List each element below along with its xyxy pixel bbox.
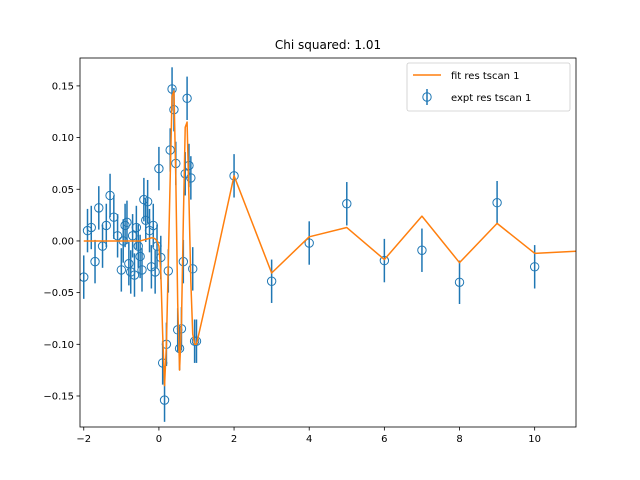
y-tick-label: 0.15 <box>52 81 74 92</box>
data-point <box>154 146 164 191</box>
data-point <box>188 247 198 291</box>
data-marker <box>304 238 314 248</box>
axes-frame <box>79 57 577 428</box>
data-marker <box>186 173 196 183</box>
data-marker <box>191 336 202 346</box>
data-point <box>101 203 112 248</box>
x-tick-label: 0 <box>156 434 162 445</box>
x-tick-label: 2 <box>231 434 237 445</box>
x-tick-label: 10 <box>528 434 541 445</box>
y-tick-label: −0.10 <box>43 340 74 351</box>
data-point <box>182 76 192 121</box>
chart-title: Chi squared: 1.01 <box>275 38 381 52</box>
legend-errorbar-swatch <box>422 89 432 105</box>
data-marker <box>529 262 540 272</box>
data-point <box>127 214 138 258</box>
data-marker <box>131 222 142 233</box>
x-tick-label: 8 <box>456 434 462 445</box>
data-marker <box>454 277 465 287</box>
y-tick-label: 0.10 <box>52 133 74 144</box>
data-point <box>266 259 277 303</box>
data-marker <box>80 272 89 282</box>
x-tick-label: 6 <box>381 434 387 445</box>
x-tick-label: 4 <box>306 434 312 445</box>
data-marker <box>122 217 132 228</box>
data-point <box>186 156 196 200</box>
data-marker <box>492 198 502 208</box>
legend-label-fit: fit res tscan 1 <box>451 71 519 82</box>
data-point <box>133 224 143 268</box>
data-point <box>417 228 427 272</box>
data-point <box>492 181 502 225</box>
y-tick-label: 0.00 <box>52 236 74 247</box>
data-point <box>112 214 123 258</box>
x-axis: −2 0 2 4 6 8 10 <box>76 427 541 445</box>
data-marker <box>116 265 127 275</box>
data-marker <box>133 241 143 251</box>
data-point <box>146 245 157 289</box>
fit-line <box>83 90 576 387</box>
data-point <box>80 255 89 299</box>
data-point <box>137 248 147 292</box>
data-point <box>150 250 160 294</box>
y-tick-label: 0.05 <box>52 185 74 196</box>
data-marker <box>342 199 352 209</box>
data-marker <box>150 267 160 277</box>
data-marker <box>167 84 177 94</box>
plot-area <box>80 67 576 422</box>
data-point <box>109 195 119 239</box>
data-marker <box>137 265 147 275</box>
data-marker <box>229 171 239 181</box>
data-point <box>116 248 127 292</box>
data-marker <box>135 251 145 262</box>
data-marker <box>120 220 130 231</box>
y-tick-label: −0.15 <box>43 391 74 402</box>
data-point <box>105 173 115 218</box>
data-marker <box>101 220 112 231</box>
data-marker <box>94 203 104 213</box>
data-point <box>120 203 130 248</box>
data-point <box>90 239 100 284</box>
data-marker <box>86 222 96 233</box>
data-point <box>82 208 93 253</box>
data-marker <box>266 276 277 286</box>
data-point <box>342 182 352 226</box>
data-point <box>126 250 136 294</box>
legend-box <box>406 62 571 112</box>
data-point <box>454 260 465 304</box>
data-marker <box>90 256 100 267</box>
data-point <box>94 186 104 230</box>
data-marker <box>182 93 192 104</box>
x-tick-label: −2 <box>76 434 91 445</box>
data-marker <box>159 395 170 405</box>
data-point <box>529 245 540 289</box>
data-marker <box>129 270 140 280</box>
data-point <box>304 221 314 265</box>
legend-marker <box>422 92 432 102</box>
data-point <box>122 200 132 245</box>
legend-label-expt: expt res tscan 1 <box>451 93 531 104</box>
data-marker <box>379 255 390 266</box>
data-marker <box>142 196 153 207</box>
data-point <box>379 238 390 283</box>
legend: fit res tscan 1 expt res tscan 1 <box>406 62 571 112</box>
data-marker <box>154 163 164 174</box>
data-point <box>129 253 140 297</box>
data-point <box>86 205 96 250</box>
data-marker <box>417 245 427 255</box>
data-marker <box>112 231 123 241</box>
y-tick-label: −0.05 <box>43 288 74 299</box>
data-marker <box>188 264 198 274</box>
data-point <box>142 179 153 224</box>
y-axis: −0.15 −0.10 −0.05 0.00 0.05 0.10 0.15 <box>43 81 80 402</box>
data-point <box>135 234 145 279</box>
